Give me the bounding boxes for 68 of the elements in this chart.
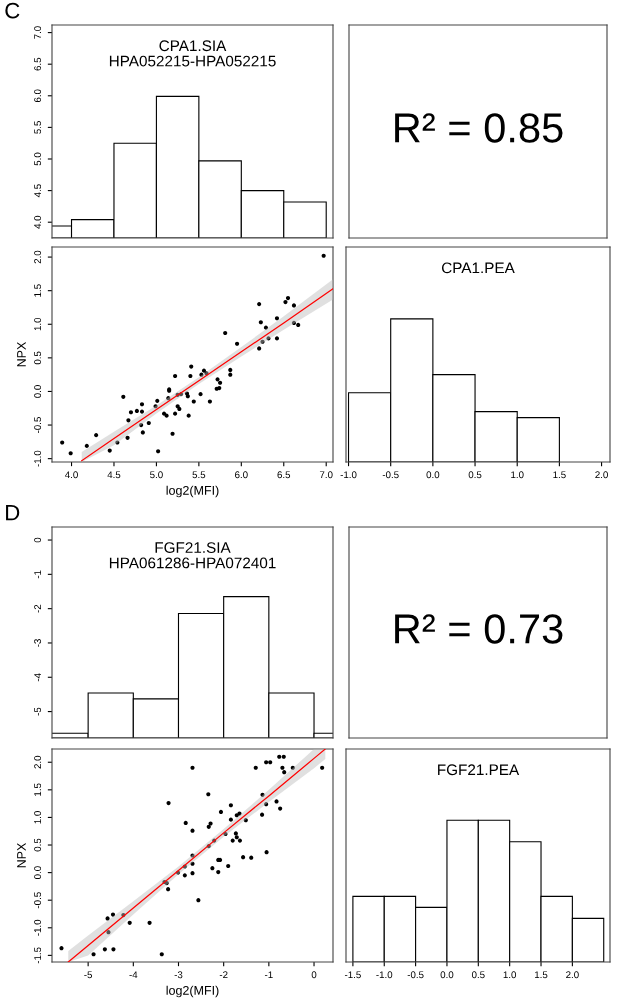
y-axis-title: NPX bbox=[17, 842, 26, 868]
x-axis-title: log2(MFI) bbox=[166, 485, 219, 498]
x-tick-label: 5.0 bbox=[150, 471, 163, 479]
text: FGF21.SIA HPA061286-HPA072401 bbox=[109, 542, 276, 569]
y-tick-label: -1 bbox=[34, 570, 41, 579]
y-tick-label: 0.0 bbox=[34, 866, 42, 879]
x-tick-label: 0 bbox=[311, 971, 317, 979]
x-tick-label: 2.0 bbox=[566, 971, 579, 979]
x-tick-label: 7.0 bbox=[319, 471, 333, 479]
y-tick-label: 7.0 bbox=[34, 26, 42, 39]
y-tick-label: -3 bbox=[34, 639, 42, 647]
y-tick-label: -1.0 bbox=[34, 919, 42, 936]
y-tick-label: 1.5 bbox=[34, 783, 42, 796]
y-tick-label: 6.0 bbox=[34, 89, 42, 103]
y-tick-label: 6.5 bbox=[34, 57, 42, 71]
y-tick-label: -0.5 bbox=[34, 417, 42, 433]
y-tick-label: -1.5 bbox=[34, 947, 42, 964]
y-tick-label: 0.0 bbox=[34, 385, 42, 398]
x-tick-label: -1 bbox=[264, 971, 273, 979]
x-tick-label: -1.0 bbox=[376, 971, 393, 979]
y-tick-label: -1.0 bbox=[34, 450, 42, 467]
y-tick-label: 5.5 bbox=[34, 121, 42, 134]
y-tick-label: 0.5 bbox=[34, 838, 42, 852]
y-tick-label: 1.0 bbox=[34, 811, 42, 824]
x-tick-label: -3 bbox=[174, 971, 183, 979]
y-tick-label: 1.0 bbox=[34, 317, 42, 331]
y-tick-label: 1.5 bbox=[34, 284, 42, 297]
x-tick-label: 1.0 bbox=[503, 971, 517, 979]
y-tick-label: 5.0 bbox=[34, 152, 42, 166]
y-tick-label: 2.0 bbox=[34, 755, 42, 769]
x-tick-label: -4 bbox=[129, 971, 138, 979]
y-tick-label: 4.0 bbox=[34, 215, 42, 229]
x-tick-label: 1.5 bbox=[535, 971, 548, 979]
x-tick-label: -0.5 bbox=[382, 471, 399, 479]
text: D bbox=[6, 504, 20, 521]
y-tick-label: -5 bbox=[34, 707, 42, 716]
x-tick-label: 0.5 bbox=[471, 971, 485, 979]
x-tick-label: 1.0 bbox=[511, 471, 524, 479]
x-tick-label: -5 bbox=[84, 971, 93, 979]
text: C bbox=[5, 2, 20, 19]
x-tick-label: 4.0 bbox=[64, 471, 78, 479]
y-tick-label: -0.5 bbox=[34, 892, 42, 909]
x-tick-label: -2 bbox=[219, 971, 228, 979]
x-tick-label: 1.5 bbox=[553, 471, 566, 479]
y-tick-label: 4.5 bbox=[34, 184, 42, 198]
x-tick-label: -1.0 bbox=[340, 471, 357, 479]
text: CPA1.SIA HPA052215-HPA052215 bbox=[109, 40, 276, 67]
x-tick-label: 4.5 bbox=[107, 471, 121, 479]
x-tick-label: 6.5 bbox=[277, 471, 291, 479]
y-axis-title: NPX bbox=[17, 341, 26, 367]
text: R² = 0.85 bbox=[395, 113, 563, 143]
y-tick-label: 2.0 bbox=[34, 250, 42, 264]
y-tick-label: -4 bbox=[34, 673, 41, 682]
x-tick-label: 2.0 bbox=[595, 471, 608, 479]
x-tick-label: 6.0 bbox=[235, 471, 248, 479]
x-tick-label: -0.5 bbox=[407, 971, 424, 979]
x-tick-label: 5.5 bbox=[192, 471, 206, 479]
text: FGF21.PEA bbox=[438, 764, 520, 776]
x-axis-title: log2(MFI) bbox=[166, 985, 219, 998]
y-tick-label: -2 bbox=[34, 604, 41, 613]
x-tick-label: 0.5 bbox=[468, 471, 482, 479]
x-tick-label: 0.0 bbox=[440, 971, 454, 979]
x-tick-label: -1.5 bbox=[344, 971, 361, 979]
text: CPA1.PEA bbox=[441, 262, 515, 274]
y-tick-label: 0 bbox=[34, 537, 42, 543]
text: R² = 0.73 bbox=[395, 614, 563, 644]
y-tick-label: 0.5 bbox=[34, 351, 42, 365]
x-tick-label: 0.0 bbox=[426, 471, 440, 479]
